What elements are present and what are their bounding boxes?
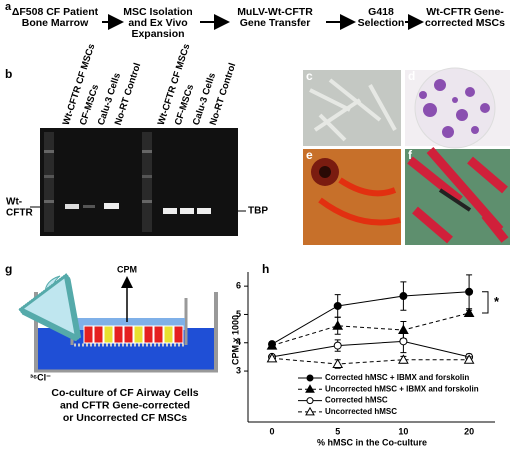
x-axis-title: % hMSC in the Co-culture <box>317 437 427 447</box>
band-label: TBP <box>248 206 268 217</box>
flow-step: corrected MSCs <box>425 17 505 29</box>
y-tick-label: 6 <box>236 281 241 291</box>
point <box>266 352 278 363</box>
flow-step: ΔF508 CF Patient <box>12 6 99 18</box>
point <box>333 301 342 310</box>
gel <box>30 128 246 236</box>
isotope-label: ³⁶Cl⁻ <box>30 372 51 382</box>
flow-step: Gene Transfer <box>240 17 311 29</box>
legend-marker <box>306 374 314 382</box>
series-line <box>271 357 470 365</box>
series-line <box>271 291 470 345</box>
series-line <box>271 340 470 358</box>
panel-label: d <box>408 69 415 83</box>
point <box>463 307 475 318</box>
band-label: CFTR <box>6 208 33 219</box>
x-tick-label: 0 <box>269 426 274 436</box>
legend-label: Corrected hMSC + IBMX and forskolin <box>325 373 469 382</box>
legend-label: Uncorrected hMSC <box>325 407 397 416</box>
transwell-diagram <box>34 276 218 373</box>
caption: and CFTR Gene-corrected <box>60 399 190 411</box>
point <box>465 287 474 296</box>
legend-marker <box>306 397 314 405</box>
series-line <box>271 312 470 347</box>
x-tick-label: 10 <box>398 426 408 436</box>
caption: or Uncorrected CF MSCs <box>63 412 187 424</box>
lane-label: No-RT Control <box>113 62 144 127</box>
micrographs <box>303 67 510 245</box>
point <box>332 320 344 330</box>
panel-label: b <box>5 67 12 81</box>
legend-label: Corrected hMSC <box>325 396 388 405</box>
x-tick-label: 5 <box>335 426 340 436</box>
lane-label: No-RT Control <box>208 62 239 127</box>
flow-step: Selection <box>358 17 405 29</box>
legend-marker <box>305 384 315 393</box>
panel-label: g <box>5 262 12 276</box>
y-axis-title: CPM x 1000 <box>230 315 240 365</box>
flow-step: Bone Marrow <box>22 17 89 29</box>
point <box>399 292 408 301</box>
point <box>333 341 342 350</box>
significance-bracket <box>482 291 489 314</box>
caption: Co-culture of CF Airway Cells <box>51 387 198 399</box>
y-tick-label: 5 <box>236 309 241 319</box>
point <box>332 358 344 368</box>
band-label: Wt- <box>6 197 22 208</box>
panel-label: h <box>262 262 269 276</box>
flow-step: Expansion <box>131 28 184 40</box>
output-label: CPM <box>117 264 137 274</box>
point <box>463 354 475 364</box>
panel-label: f <box>408 148 413 162</box>
point <box>399 337 408 346</box>
flow-step: Wt-CFTR Gene- <box>426 6 504 18</box>
annotation: * <box>494 294 500 309</box>
point <box>266 340 278 350</box>
y-tick-label: 3 <box>236 365 241 375</box>
flow-step: G418 <box>368 6 394 18</box>
flow-step: MuLV-Wt-CFTR <box>237 6 313 18</box>
panel-label: e <box>306 148 313 162</box>
flow-step: and Ex Vivo <box>128 17 187 29</box>
point <box>398 354 409 364</box>
legend-marker <box>305 406 315 416</box>
legend-label: Uncorrected hMSC + IBMX and forskolin <box>325 384 479 393</box>
x-tick-label: 20 <box>464 426 474 436</box>
flow-step: MSC Isolation <box>123 6 192 18</box>
y-tick-label: 4 <box>236 337 241 347</box>
panel-label: c <box>306 69 313 83</box>
panel-label: a <box>5 1 12 13</box>
